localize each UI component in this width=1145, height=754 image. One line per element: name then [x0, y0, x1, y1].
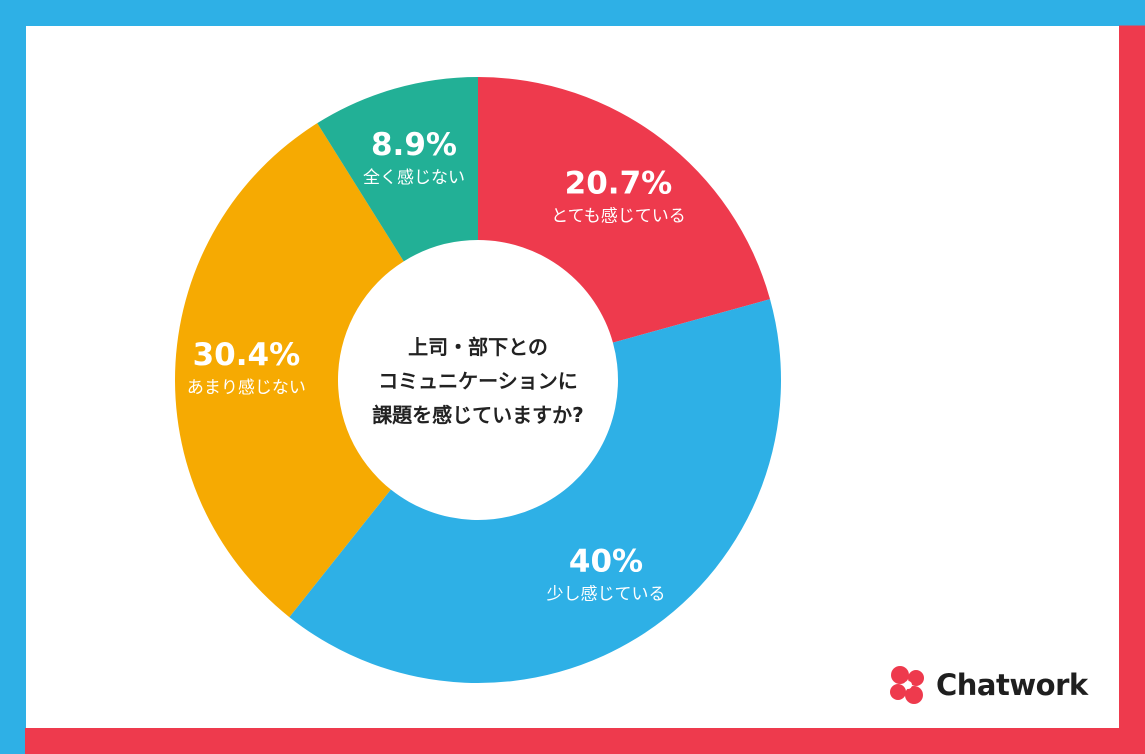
slice-value-label: 20.7%	[565, 165, 673, 201]
donut-slice-1	[478, 77, 771, 343]
chatwork-logo-text: Chatwork	[936, 668, 1088, 702]
frame-top-border	[0, 0, 1145, 26]
slice-value-label: 8.9%	[371, 127, 457, 163]
donut-slice-4	[317, 77, 478, 262]
slice-value-label: 40%	[569, 544, 643, 580]
center-question-line: コミュニケーションに	[378, 369, 578, 393]
slice-category-label: とても感じている	[551, 206, 686, 226]
slice-category-label: 全く感じない	[363, 168, 465, 188]
slice-value-label: 30.4%	[193, 337, 301, 373]
center-question-line: 課題を感じていますか?	[372, 403, 584, 427]
chatwork-logo-icon	[890, 666, 924, 704]
chatwork-logo: Chatwork	[886, 662, 1088, 708]
donut-slice-2	[289, 299, 782, 684]
slice-category-label: あまり感じない	[187, 378, 306, 398]
frame-bottom-border	[0, 728, 1145, 754]
slice-category-label: 少し感じている	[546, 585, 665, 605]
frame-left-border	[0, 0, 26, 754]
center-question-line: 上司・部下との	[408, 335, 548, 359]
frame-right-border	[1119, 0, 1145, 754]
donut-slice-3	[175, 123, 404, 618]
